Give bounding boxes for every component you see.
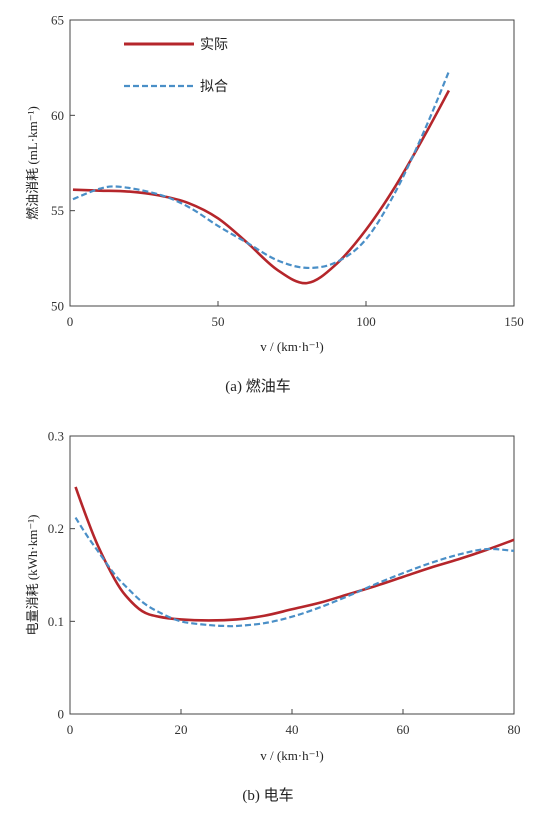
fitted-series-line xyxy=(74,516,515,628)
x-tick-label: 40 xyxy=(286,722,299,737)
plot-frame xyxy=(69,435,515,715)
fitted-series-line xyxy=(72,71,450,270)
legend-actual-label: 实际 xyxy=(200,37,228,53)
axis-ticks: 0 20 40 60 80 0 0.1 0.2 0.3 xyxy=(48,429,521,738)
actual-series-line xyxy=(74,486,515,622)
y-tick-label: 65 xyxy=(51,13,64,28)
x-tick-label: 20 xyxy=(175,722,188,737)
legend-fitted-label: 拟合 xyxy=(200,79,228,95)
x-tick-label: 150 xyxy=(504,314,524,329)
y-tick-label: 0.2 xyxy=(48,521,64,536)
x-axis-label: v / (km·h⁻¹) xyxy=(260,339,323,354)
series-lines xyxy=(74,486,515,628)
y-tick-label: 55 xyxy=(51,203,64,218)
plot-frame xyxy=(69,19,515,307)
x-tick-label: 0 xyxy=(67,722,74,737)
actual-series-line xyxy=(72,89,451,285)
x-tick-label: 0 xyxy=(67,314,74,329)
y-tick-label: 0.1 xyxy=(48,614,64,629)
x-tick-label: 80 xyxy=(508,722,521,737)
caption-a: (a) 燃油车 xyxy=(225,377,290,395)
legend: 实际 拟合 xyxy=(124,37,228,95)
y-tick-label: 0 xyxy=(58,707,65,722)
y-tick-label: 0.3 xyxy=(48,429,64,444)
y-tick-label: 50 xyxy=(51,299,64,314)
x-tick-label: 100 xyxy=(356,314,376,329)
x-axis-label: v / (km·h⁻¹) xyxy=(260,748,323,763)
y-axis-label: 燃油消耗 (mL·km⁻¹) xyxy=(25,106,40,220)
x-tick-label: 50 xyxy=(212,314,225,329)
x-tick-label: 60 xyxy=(397,722,410,737)
electric-car-chart: 0 20 40 60 80 0 0.1 0.2 0.3 v / (km·h⁻¹) 电量消耗 (k… xyxy=(25,429,521,805)
caption-b: (b) 电车 xyxy=(242,787,293,804)
series-lines xyxy=(72,71,451,285)
y-axis-label: 电量消耗 (kWh·km⁻¹) xyxy=(25,515,40,636)
y-tick-label: 60 xyxy=(51,108,64,123)
